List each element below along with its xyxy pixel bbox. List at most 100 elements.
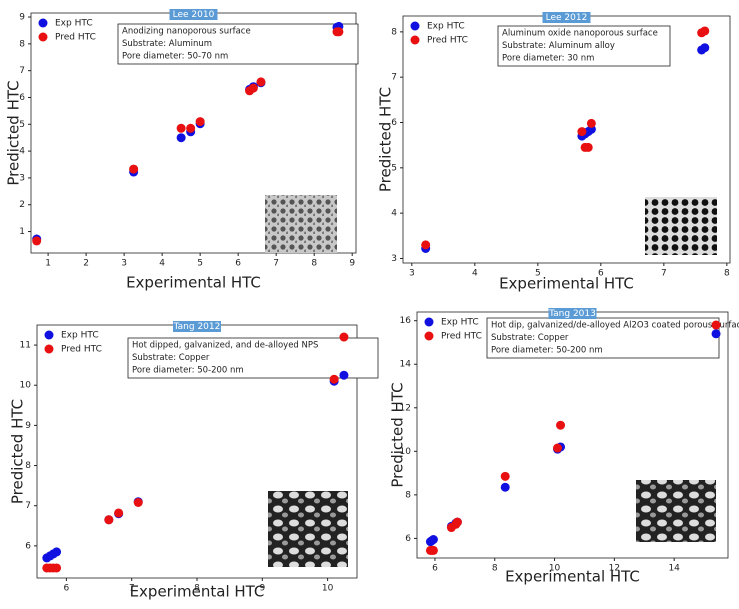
x-tick-label: 10 [322, 584, 334, 594]
data-point [700, 26, 710, 36]
legend-label: Exp HTC [441, 318, 479, 328]
annotation-line: Hot dip, galvanized/de-alloyed Al2O3 coa… [491, 321, 739, 331]
y-axis-label: Predicted HTC [5, 80, 23, 185]
x-tick-label: 9 [349, 259, 355, 269]
y-tick-label: 8 [405, 490, 411, 500]
annotation-line: Hot dipped, galvanized, and de-alloyed N… [132, 341, 318, 351]
x-axis-label: Experimental HTC [499, 275, 634, 293]
legend-marker [38, 32, 48, 42]
chart-title: Tang 2013 [548, 309, 596, 319]
data-point [711, 320, 721, 330]
y-tick-label: 1 [19, 227, 25, 237]
legend-label: Exp HTC [427, 22, 465, 32]
x-tick-label: 4 [472, 269, 478, 279]
annotation-box [497, 25, 671, 67]
y-tick-label: 6 [25, 541, 31, 551]
chart-title: Tang 2012 [173, 322, 221, 332]
y-tick-label: 3 [391, 254, 397, 264]
x-tick-label: 4 [159, 259, 165, 269]
data-point [256, 77, 266, 87]
x-axis-label: Experimental HTC [126, 274, 261, 292]
y-tick-label: 16 [400, 316, 412, 326]
x-tick-label: 8 [724, 269, 730, 279]
chart-title: Lee 2012 [546, 13, 588, 23]
x-tick-label: 2 [83, 259, 89, 269]
data-point [52, 547, 62, 557]
data-point [452, 517, 462, 527]
annotation-line: Pore diameter: 50-200 nm [491, 346, 603, 356]
data-point [52, 563, 62, 573]
annotation-line: Substrate: Copper [132, 353, 210, 363]
data-point [553, 443, 563, 453]
data-point [583, 142, 593, 152]
y-tick-label: 7 [25, 501, 31, 511]
title-badge [542, 12, 591, 23]
y-tick-label: 4 [391, 209, 397, 219]
legend-label: Exp HTC [55, 19, 93, 29]
y-axis-label: Predicted HTC [377, 87, 395, 192]
x-tick-label: 8 [492, 564, 498, 574]
annotation-box [127, 337, 379, 379]
legend-marker [424, 317, 434, 327]
data-point [556, 420, 566, 430]
data-point [133, 498, 143, 508]
x-tick-label: 8 [194, 584, 200, 594]
annotation-line: Pore diameter: 50-70 nm [122, 52, 228, 62]
data-point [428, 545, 438, 555]
x-tick-label: 6 [64, 584, 70, 594]
data-point [334, 27, 344, 37]
title-badge [548, 308, 597, 319]
annotation-line: Pore diameter: 30 nm [502, 54, 594, 64]
annotation-line: Anodizing nanoporous surface [122, 27, 251, 37]
x-tick-label: 8 [311, 259, 317, 269]
x-tick-label: 10 [549, 564, 561, 574]
legend-label: Pred HTC [441, 332, 482, 342]
legend-marker [424, 331, 434, 341]
data-point [248, 83, 258, 93]
y-axis-label: Predicted HTC [389, 382, 407, 487]
legend-marker [410, 35, 420, 45]
y-tick-label: 4 [19, 147, 25, 157]
annotation-line: Substrate: Copper [491, 333, 569, 343]
y-tick-label: 14 [400, 360, 412, 370]
y-tick-label: 8 [391, 27, 397, 37]
data-point [129, 164, 139, 174]
data-point [186, 123, 196, 133]
inset-image [265, 195, 337, 253]
x-tick-label: 3 [121, 259, 127, 269]
x-tick-label: 7 [129, 584, 135, 594]
y-tick-label: 12 [400, 403, 411, 413]
x-tick-label: 7 [273, 259, 279, 269]
data-point [114, 508, 124, 518]
x-tick-label: 12 [609, 564, 620, 574]
annotation-box [117, 23, 359, 65]
title-badge [173, 321, 221, 332]
legend-marker [44, 344, 54, 354]
data-point [700, 43, 710, 53]
legend-label: Pred HTC [55, 33, 96, 43]
x-tick-label: 3 [409, 269, 415, 279]
y-tick-label: 10 [400, 447, 412, 457]
x-tick-label: 6 [235, 259, 241, 269]
data-point [428, 534, 438, 544]
data-point [586, 118, 596, 128]
inset-image [268, 491, 348, 567]
y-tick-label: 8 [25, 461, 31, 471]
x-tick-label: 1 [45, 259, 51, 269]
data-point [176, 123, 186, 133]
x-tick-label: 6 [432, 564, 438, 574]
y-tick-label: 7 [391, 73, 397, 83]
annotation-line: Substrate: Aluminum alloy [502, 41, 615, 51]
data-point [500, 471, 510, 481]
inset-image [645, 197, 717, 255]
y-tick-label: 5 [391, 163, 397, 173]
data-point [421, 240, 431, 250]
data-point [104, 515, 114, 525]
data-point [195, 117, 205, 127]
x-tick-label: 9 [259, 584, 265, 594]
x-tick-label: 6 [598, 269, 604, 279]
y-tick-label: 5 [19, 120, 25, 130]
title-badge [169, 9, 218, 20]
y-tick-label: 3 [19, 173, 25, 183]
